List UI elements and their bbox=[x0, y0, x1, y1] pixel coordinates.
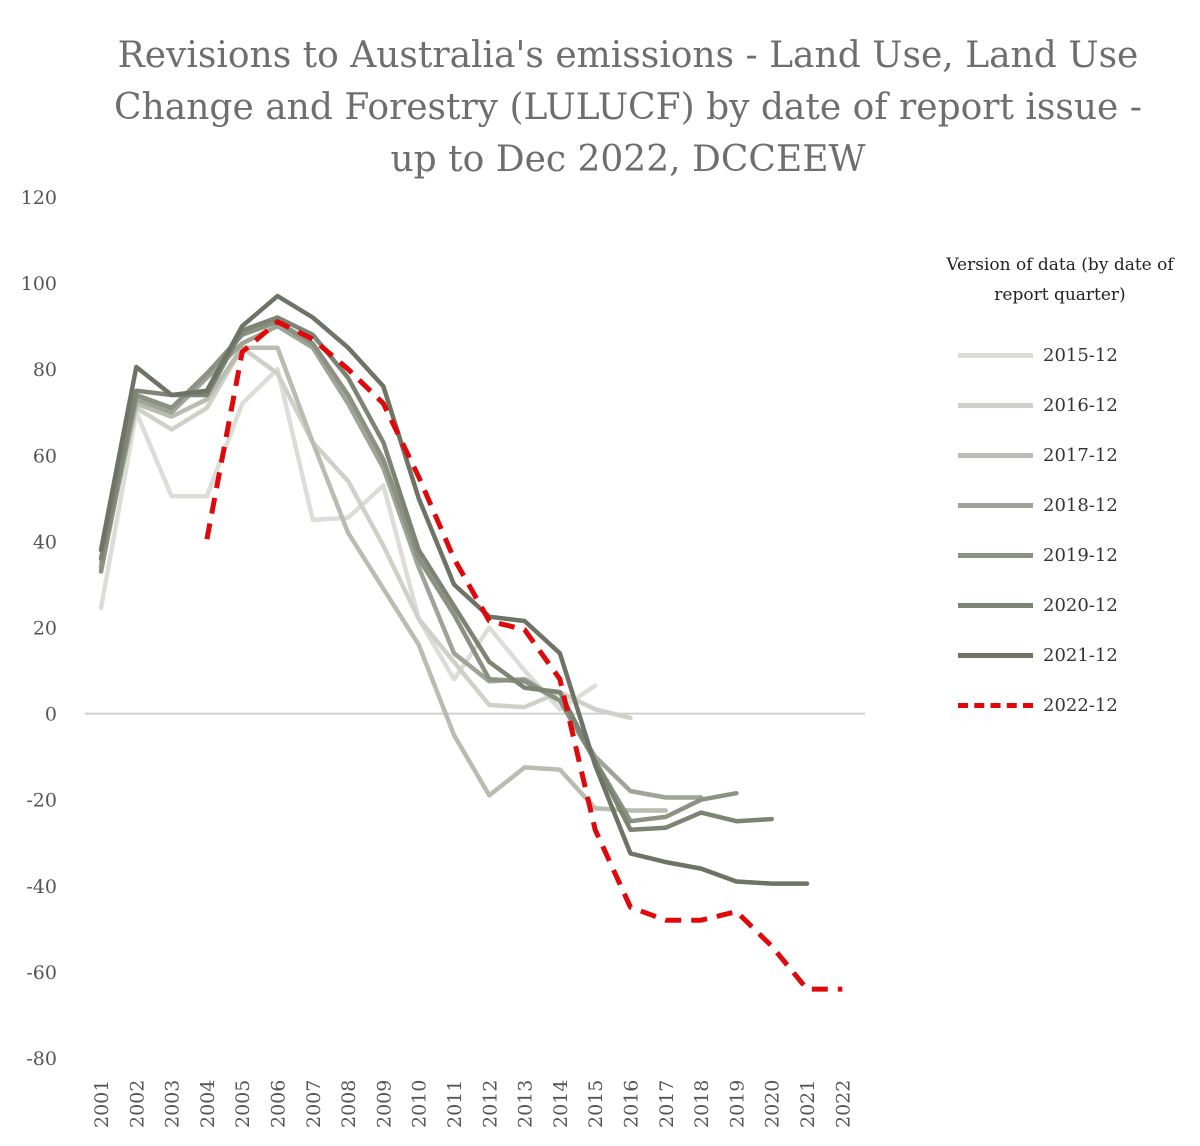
x-tick-label: 2003 bbox=[162, 1080, 184, 1128]
legend-item: 2021-12 bbox=[940, 630, 1180, 680]
legend-item: 2018-12 bbox=[940, 480, 1180, 530]
x-tick-label: 2018 bbox=[691, 1080, 713, 1128]
legend-label: 2021-12 bbox=[1043, 644, 1118, 666]
chart-title: Revisions to Australia's emissions - Lan… bbox=[114, 35, 1142, 180]
legend-label: 2016-12 bbox=[1043, 394, 1118, 416]
x-tick-label: 2013 bbox=[515, 1080, 537, 1128]
legend-swatch bbox=[958, 502, 1033, 508]
x-tick-label: 2022 bbox=[832, 1080, 854, 1128]
x-tick-label: 2001 bbox=[91, 1080, 113, 1128]
legend: Version of data (by date of report quart… bbox=[940, 250, 1180, 730]
series-line-2016-12 bbox=[98, 345, 633, 721]
legend-swatch bbox=[958, 652, 1033, 658]
legend-swatch bbox=[958, 352, 1033, 358]
y-tick-label: 80 bbox=[33, 359, 57, 381]
series-line-2017-12 bbox=[98, 345, 669, 813]
legend-swatch bbox=[958, 702, 1033, 708]
legend-swatch bbox=[958, 602, 1033, 608]
x-tick-label: 2002 bbox=[126, 1080, 148, 1128]
legend-label: 2019-12 bbox=[1043, 544, 1118, 566]
legend-items: 2015-12 2016-12 2017-12 2018-12 2019-12 2020-… bbox=[940, 330, 1180, 730]
legend-label: 2017-12 bbox=[1043, 444, 1118, 466]
y-tick-label: -60 bbox=[26, 962, 57, 984]
legend-label: 2022-12 bbox=[1043, 694, 1118, 716]
legend-item: 2016-12 bbox=[940, 380, 1180, 430]
y-tick-label: -20 bbox=[26, 790, 57, 812]
series-line-2021-12 bbox=[98, 293, 810, 886]
x-tick-label: 2017 bbox=[656, 1080, 678, 1128]
x-tick-label: 2011 bbox=[444, 1080, 466, 1128]
series-line-2019-12 bbox=[98, 319, 739, 824]
x-tick-label: 2008 bbox=[338, 1080, 360, 1128]
legend-label: 2015-12 bbox=[1043, 344, 1118, 366]
x-tick-label: 2012 bbox=[479, 1080, 501, 1128]
legend-item: 2017-12 bbox=[940, 430, 1180, 480]
series-line-2018-12 bbox=[98, 323, 704, 800]
x-tick-label: 2015 bbox=[585, 1080, 607, 1128]
x-tick-label: 2009 bbox=[373, 1080, 395, 1128]
x-tick-label: 2016 bbox=[621, 1080, 643, 1128]
y-tick-label: 20 bbox=[33, 618, 57, 640]
x-tick-label: 2010 bbox=[409, 1080, 431, 1128]
x-tick-label: 2007 bbox=[303, 1080, 325, 1128]
legend-swatch bbox=[958, 552, 1033, 558]
series-line-2015-12 bbox=[98, 366, 598, 712]
y-tick-label: -40 bbox=[26, 876, 57, 898]
y-tick-label: 100 bbox=[21, 273, 57, 295]
legend-item: 2020-12 bbox=[940, 580, 1180, 630]
legend-item: 2019-12 bbox=[940, 530, 1180, 580]
legend-item: 2022-12 bbox=[940, 680, 1180, 730]
x-tick-label: 2020 bbox=[762, 1080, 784, 1128]
x-tick-label: 2014 bbox=[550, 1080, 572, 1128]
x-tick-label: 2019 bbox=[726, 1080, 748, 1128]
x-tick-label: 2021 bbox=[797, 1080, 819, 1128]
y-tick-label: -80 bbox=[26, 1048, 57, 1070]
legend-label: 2018-12 bbox=[1043, 494, 1118, 516]
legend-item: 2015-12 bbox=[940, 330, 1180, 380]
x-tick-label: 2004 bbox=[197, 1080, 219, 1128]
y-tick-label: 0 bbox=[45, 704, 57, 726]
legend-swatch bbox=[958, 452, 1033, 458]
y-tick-label: 120 bbox=[21, 187, 57, 209]
legend-title: Version of data (by date of report quart… bbox=[946, 255, 1174, 305]
x-tick-label: 2005 bbox=[232, 1080, 254, 1128]
legend-swatch bbox=[958, 402, 1033, 408]
x-axis-ticks: 2001 2002 2003 2004 2005 2006 2007 2008 2009 2010… bbox=[91, 1080, 854, 1128]
series-line-2022-12 bbox=[204, 319, 843, 992]
series-line-2020-12 bbox=[98, 315, 774, 833]
series-lines bbox=[98, 293, 843, 992]
legend-label: 2020-12 bbox=[1043, 594, 1118, 616]
x-tick-label: 2006 bbox=[268, 1080, 290, 1128]
y-tick-label: 60 bbox=[33, 445, 57, 467]
y-axis-ticks: 120 100 80 60 40 20 0 -20 -40 -60 -80 bbox=[21, 187, 57, 1070]
y-tick-label: 40 bbox=[33, 531, 57, 553]
